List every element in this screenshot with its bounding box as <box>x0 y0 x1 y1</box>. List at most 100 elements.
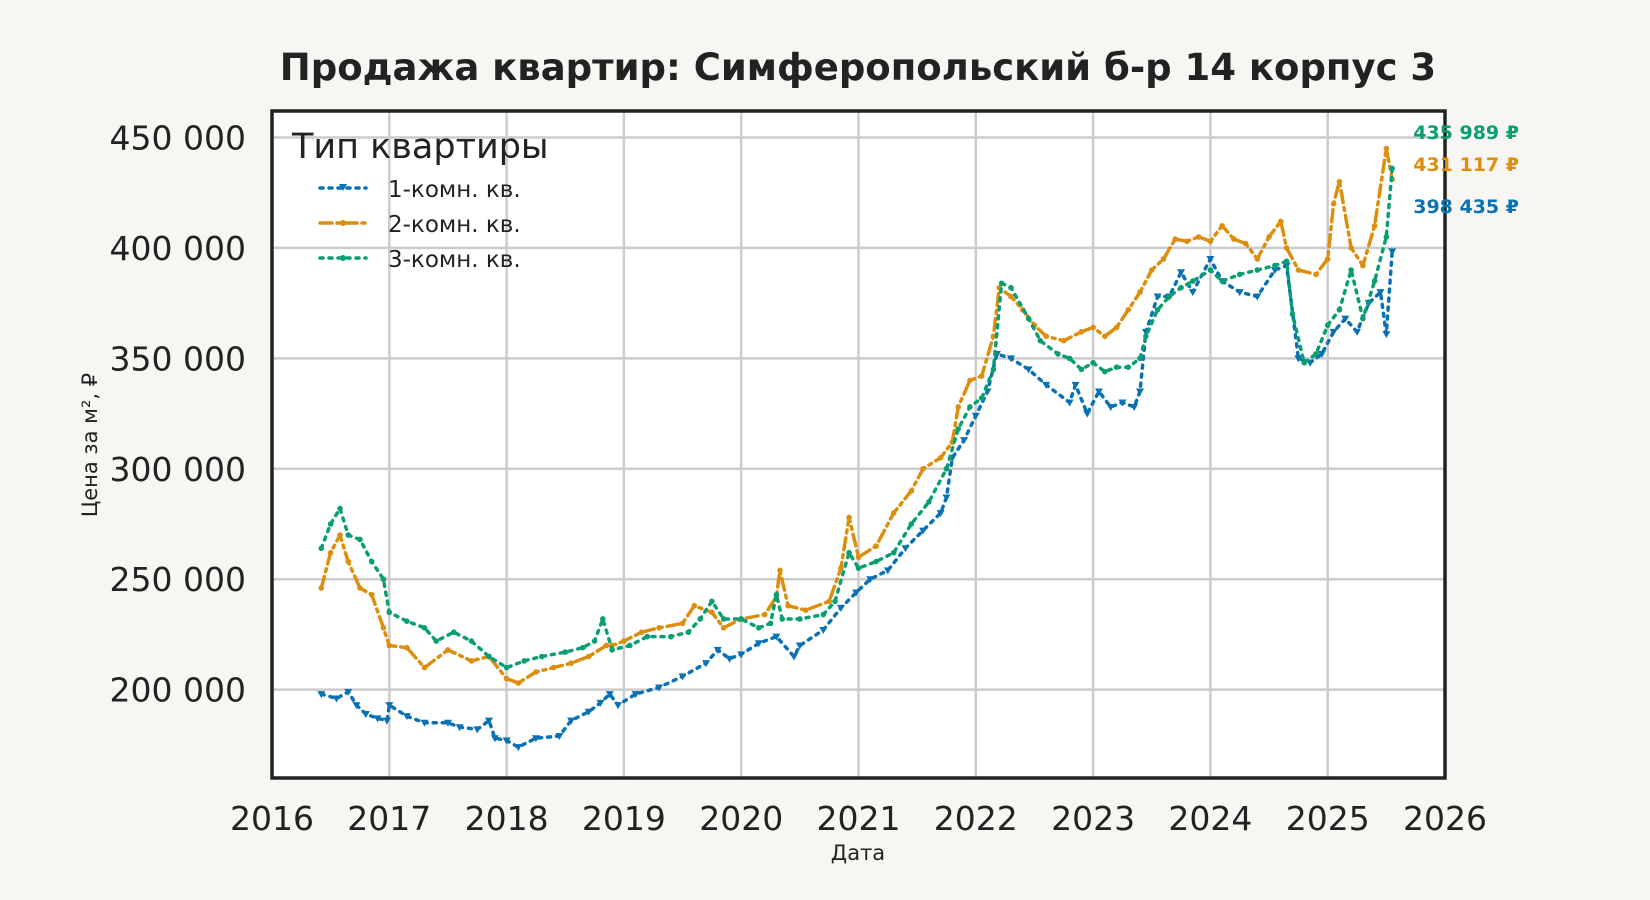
y-tick-label: 450 000 <box>110 119 246 158</box>
data-point <box>1177 269 1186 277</box>
data-point <box>1024 366 1033 374</box>
data-point <box>926 499 932 505</box>
data-point <box>503 664 510 671</box>
data-point <box>919 527 928 535</box>
data-point <box>685 629 692 636</box>
data-point <box>386 642 393 649</box>
data-point <box>720 616 727 622</box>
data-point <box>655 684 664 692</box>
end-value-label: 435 989 ₽ <box>1413 122 1519 144</box>
chart-title: Продажа квартир: Симферопольский б-р 14 … <box>280 46 1436 89</box>
data-point <box>1207 238 1214 245</box>
data-point <box>538 653 545 660</box>
data-point <box>1313 271 1319 278</box>
data-point <box>1341 315 1350 323</box>
data-point <box>1348 267 1354 273</box>
data-point <box>380 576 387 583</box>
data-point <box>1148 267 1155 273</box>
x-tick-label: 2024 <box>1168 799 1252 838</box>
data-point <box>455 724 464 732</box>
data-point <box>468 638 475 644</box>
data-point <box>1206 255 1215 263</box>
data-point <box>1043 333 1049 340</box>
data-point <box>357 536 363 543</box>
data-point <box>404 618 410 624</box>
data-point <box>785 602 791 609</box>
data-point <box>855 554 862 560</box>
data-point <box>990 333 997 340</box>
data-point <box>1154 306 1161 313</box>
data-point <box>1078 366 1085 373</box>
data-point <box>942 494 951 502</box>
data-point <box>725 655 734 663</box>
data-point <box>584 708 593 716</box>
data-point <box>1219 278 1225 284</box>
data-point <box>846 514 852 521</box>
data-point <box>433 638 440 644</box>
legend-item-label: 1-комн. кв. <box>388 177 521 203</box>
data-point <box>327 549 334 556</box>
data-point <box>1313 351 1319 357</box>
data-point <box>1324 322 1331 329</box>
data-point <box>337 532 343 538</box>
series-layer <box>317 145 1397 752</box>
y-tick-labels: 200 000 250 000 300 000 350 000 400 000 450 0… <box>110 119 246 710</box>
data-point <box>332 695 341 703</box>
data-point <box>1324 256 1331 262</box>
data-point <box>967 377 973 384</box>
data-point <box>1388 248 1397 256</box>
data-point <box>1102 333 1108 340</box>
data-point <box>1235 289 1244 297</box>
data-point <box>1336 178 1343 185</box>
data-point <box>1118 399 1127 407</box>
data-point <box>1188 289 1197 297</box>
data-point <box>521 658 527 664</box>
data-point <box>955 404 962 410</box>
data-point <box>531 735 540 743</box>
data-point <box>514 744 523 752</box>
data-point <box>1106 403 1115 411</box>
data-point <box>779 616 786 622</box>
x-tick-label: 2019 <box>582 799 666 838</box>
end-value-label: 431 117 ₽ <box>1413 154 1519 176</box>
y-tick-label: 300 000 <box>110 450 246 489</box>
data-point <box>345 532 352 538</box>
data-point <box>352 702 361 710</box>
data-point <box>826 598 832 605</box>
data-point <box>533 669 539 675</box>
x-tick-label: 2025 <box>1286 799 1370 838</box>
x-tick-label: 2023 <box>1051 799 1135 838</box>
data-point <box>866 576 875 584</box>
data-point <box>691 602 698 609</box>
data-point <box>960 437 969 445</box>
end-value-label: 398 435 ₽ <box>1413 196 1519 218</box>
legend-marker <box>339 184 347 191</box>
data-point <box>755 625 762 631</box>
data-point <box>1184 238 1190 245</box>
data-point <box>621 638 627 644</box>
data-point <box>317 691 326 699</box>
data-point <box>873 543 879 549</box>
data-point <box>1136 388 1145 396</box>
data-point <box>1383 145 1390 152</box>
data-point <box>936 509 945 517</box>
data-point <box>443 719 452 727</box>
legend-marker <box>340 220 346 226</box>
data-point <box>908 521 915 527</box>
data-point <box>382 717 391 725</box>
data-point <box>1254 267 1261 273</box>
data-point <box>1295 267 1302 273</box>
data-point <box>1376 289 1385 297</box>
data-point <box>955 426 962 432</box>
data-point <box>1219 223 1225 229</box>
data-point <box>1025 315 1032 322</box>
y-tick-label: 250 000 <box>110 560 246 599</box>
data-point <box>1195 234 1202 240</box>
data-point <box>773 591 780 598</box>
data-point <box>451 629 457 636</box>
data-point <box>380 625 387 631</box>
data-point <box>709 609 715 616</box>
data-point <box>638 629 645 636</box>
data-point <box>1102 368 1108 375</box>
